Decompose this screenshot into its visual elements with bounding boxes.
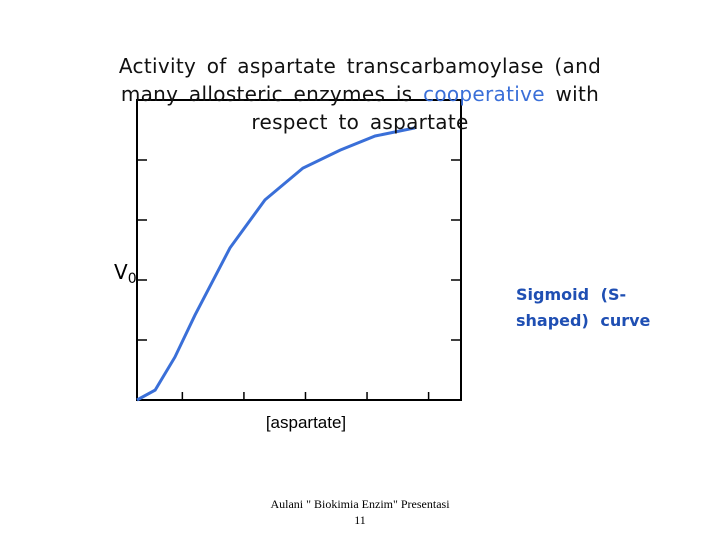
title-highlight: cooperative [423, 82, 545, 106]
slide-title: Activity of aspartate transcarbamoylase … [90, 52, 630, 136]
plot-frame [136, 99, 462, 401]
y-axis-label: V0 [114, 260, 137, 287]
title-part: with respect to aspartate [251, 82, 600, 134]
footer: Aulani " Biokimia Enzim" Presentasi 11 [230, 496, 490, 528]
curve [136, 126, 416, 402]
annotation: Sigmoid (S-shaped) curve [516, 285, 651, 330]
y-axis-label-subscript: 0 [128, 271, 137, 287]
x-axis-label: [aspartate] [266, 413, 346, 432]
page-number: 11 [354, 513, 366, 527]
title-part: Activity of aspartate transcarbamoylase … [118, 54, 602, 106]
footer-text: Aulani " Biokimia Enzim" Presentasi [270, 497, 450, 511]
